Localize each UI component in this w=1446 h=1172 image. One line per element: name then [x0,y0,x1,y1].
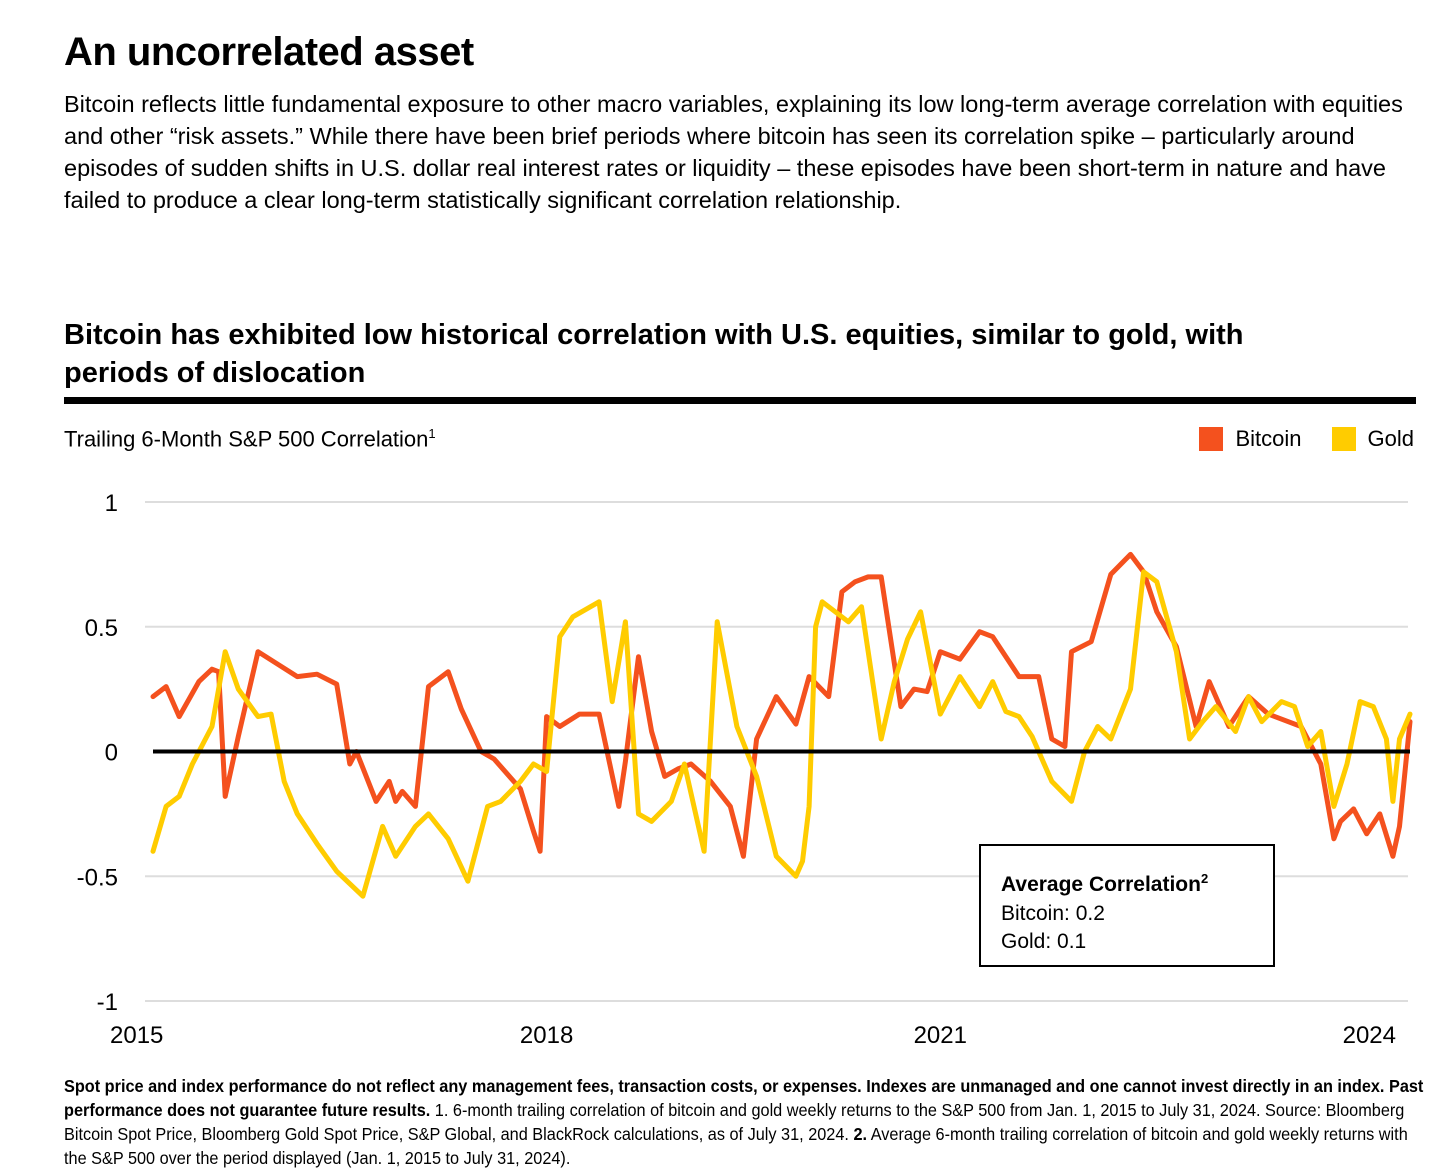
footnote-1-marker: 1. [434,1100,449,1120]
average-correlation-title-text: Average Correlation [1001,873,1201,896]
y-tick-label: 1 [105,490,118,517]
page-title: An uncorrelated asset [64,30,474,74]
average-correlation-box: Average Correlation2 Bitcoin: 0.2 Gold: … [979,844,1275,967]
x-tick-label: 2024 [1343,1022,1396,1049]
chart-title: Bitcoin has exhibited low historical cor… [64,319,1244,389]
legend-swatch-gold [1331,427,1356,451]
y-tick-label: 0 [105,740,118,767]
y-axis-label: Trailing 6-Month S&P 500 Correlation1 [64,426,436,452]
average-correlation-footnote-marker: 2 [1200,871,1209,886]
y-axis-label-text: Trailing 6-Month S&P 500 Correlation [64,426,429,452]
title-divider [64,397,1416,404]
footnote-2: Average 6-month trailing correlation of … [64,1124,1408,1168]
legend-label-gold: Gold [1367,426,1414,451]
y-tick-label: -0.5 [77,864,118,891]
series-line-gold [150,569,1413,899]
legend-swatch-bitcoin [1199,427,1224,451]
footnote-2-marker: 2. [853,1124,868,1144]
y-tick-label: 0.5 [85,615,118,642]
x-tick-label: 2021 [914,1022,967,1049]
series-line-bitcoin [150,551,1413,859]
legend-item-bitcoin: Bitcoin [1199,426,1302,452]
average-correlation-title: Average Correlation2 [1001,864,1255,900]
y-axis-label-footnote-marker: 1 [428,426,436,441]
x-tick-labels: 2015 2018 2021 2024 [110,1022,1396,1049]
footnote-1: 6-month trailing correlation of bitcoin … [64,1100,1405,1144]
x-tick-label: 2015 [110,1022,163,1049]
grid-lines [145,501,1408,1002]
legend-label-bitcoin: Bitcoin [1235,426,1302,451]
y-tick-labels: 1 0.5 0 -0.5 -1 [77,490,118,1016]
legend-item-gold: Gold [1331,426,1414,452]
intro-paragraph: Bitcoin reflects little fundamental expo… [64,91,1403,213]
x-tick-label: 2018 [520,1022,573,1049]
chart-legend: Bitcoin Gold [1169,426,1414,452]
average-bitcoin: Bitcoin: 0.2 [1001,902,1105,925]
y-tick-label: -1 [97,989,118,1016]
average-gold: Gold: 0.1 [1001,930,1087,953]
series-lines [150,551,1413,899]
correlation-line-chart: 1 0.5 0 -0.5 -1 2015 2018 2021 2024 [77,490,1413,1049]
disclaimer-bold: Spot price and index performance do not … [64,1076,1424,1120]
footnote: Spot price and index performance do not … [64,1074,1424,1170]
